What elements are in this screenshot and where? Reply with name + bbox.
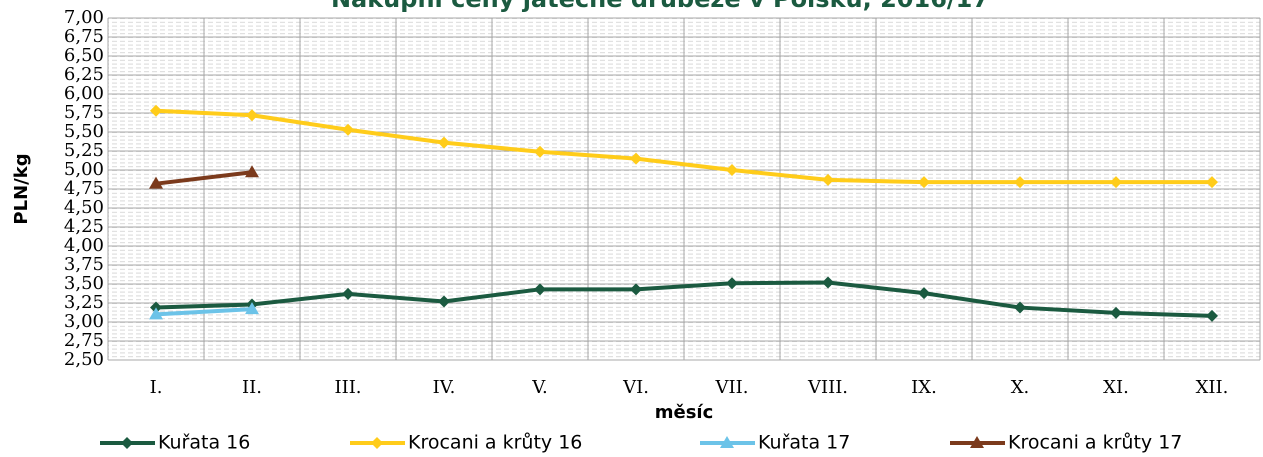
data-point [1206,176,1218,189]
y-tick-label: 2,50 [64,349,104,370]
legend-marker [121,437,133,449]
data-point [1110,306,1122,319]
data-point [342,287,354,300]
data-point [342,123,354,136]
x-tick-label: IV. [433,377,456,398]
legend-label: Kuřata 17 [758,432,850,454]
x-tick-label: V. [531,377,548,398]
x-tick-label: XI. [1103,377,1129,398]
y-tick-label: 4,25 [64,216,104,237]
data-point [245,165,259,178]
series-line [155,280,1213,318]
data-point [918,287,930,300]
data-point [726,277,738,290]
y-tick-label: 3,25 [64,292,104,313]
series-line [155,307,253,317]
data-point [149,176,163,189]
data-point [1014,301,1026,314]
x-tick-label: I. [150,377,163,398]
data-point [438,295,450,308]
chart-title: Nákupní ceny jatečné drůbeže v Polsku, 2… [331,0,989,13]
y-tick-label: 3,50 [64,273,104,294]
y-tick-label: 3,75 [64,254,104,275]
x-tick-label: IX. [911,377,937,398]
x-axis-label: měsíc [655,402,714,423]
legend-marker [720,436,734,448]
data-point [150,104,162,117]
data-point [245,302,259,315]
legend-label: Krocani a krůty 16 [408,432,582,454]
y-tick-label: 4,00 [64,235,104,256]
series-line [155,108,1212,185]
data-point [726,164,738,176]
x-tick-label: III. [334,377,361,398]
y-axis-label: PLN/kg [11,153,32,224]
legend-marker [371,437,383,449]
data-point [630,152,642,165]
x-tick-label: XII. [1196,377,1229,398]
data-point [822,276,834,289]
x-tick-label: VII. [715,377,749,398]
data-point [1014,176,1026,189]
data-point [918,176,930,189]
data-point [438,136,450,149]
y-tick-label: 5,25 [64,140,104,161]
x-tick-label: VIII. [807,377,848,398]
x-tick-label: VI. [622,377,649,398]
data-point [534,145,546,158]
legend-marker [970,436,984,448]
data-point [149,307,163,320]
data-point [822,173,834,186]
y-tick-label: 6,50 [64,45,104,66]
y-tick-label: 2,75 [64,330,104,351]
y-tick-label: 7,00 [64,7,104,28]
data-point [246,109,258,122]
legend-label: Krocani a krůty 17 [1008,432,1182,454]
y-tick-label: 5,75 [64,102,104,123]
y-tick-label: 4,75 [64,178,104,199]
data-point [630,283,642,296]
y-tick-label: 5,00 [64,159,104,180]
y-tick-label: 6,75 [64,26,104,47]
legend-label: Kuřata 16 [158,432,250,454]
y-tick-label: 6,00 [64,83,104,104]
data-point [1206,309,1218,322]
x-tick-label: II. [242,377,262,398]
series-line [155,170,253,186]
y-tick-label: 5,50 [64,121,104,142]
data-point [534,283,546,296]
y-tick-label: 4,50 [64,197,104,218]
x-tick-label: X. [1011,377,1030,398]
y-tick-label: 6,25 [64,64,104,85]
data-point [1110,176,1122,189]
y-tick-label: 3,00 [64,311,104,332]
